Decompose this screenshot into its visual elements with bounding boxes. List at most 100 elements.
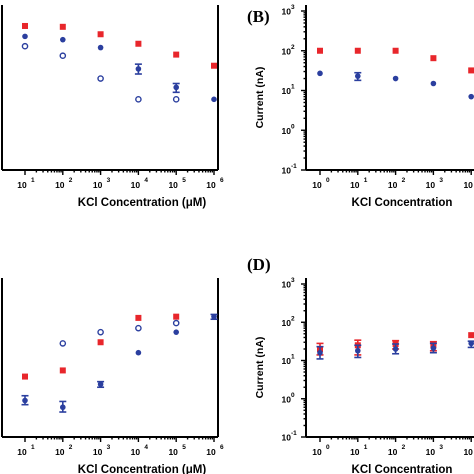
x-axis-label: KCl Concentration (μM) — [78, 197, 207, 209]
x-tick-label: 10 — [93, 447, 103, 457]
x-tick-label: 10 — [463, 180, 473, 190]
y-tick-exponent: -1 — [291, 430, 297, 437]
data-point-open-circle — [135, 96, 142, 103]
data-point-filled-circle — [97, 381, 104, 388]
x-tick-label: 10 — [388, 447, 398, 457]
y-tick-exponent: 0 — [291, 123, 295, 130]
data-point-open-circle — [97, 75, 104, 82]
x-tick-label: 10 — [388, 180, 398, 190]
data-point-square — [59, 367, 66, 374]
x-tick-exponent: 1 — [31, 444, 35, 451]
y-axis-label: Current (nA) — [254, 337, 266, 399]
y-tick-label: 10 — [282, 46, 292, 56]
data-point-filled-circle — [135, 349, 142, 356]
y-tick-label: 10 — [282, 166, 292, 176]
x-tick-exponent: 0 — [326, 444, 330, 451]
x-tick-exponent: 4 — [144, 444, 148, 451]
data-point-filled-circle — [211, 96, 217, 103]
data-point-filled-circle — [392, 346, 399, 352]
x-axis-label: KCl Concentration (μM) — [78, 464, 207, 474]
y-tick-exponent: 2 — [291, 315, 295, 322]
x-tick-exponent: 6 — [220, 444, 224, 451]
x-tick-exponent: 3 — [439, 444, 443, 451]
data-point-square — [430, 55, 437, 62]
data-point-filled-circle — [430, 345, 437, 351]
x-tick-label: 10 — [350, 447, 360, 457]
data-point-square — [97, 31, 104, 38]
x-tick-exponent: 2 — [69, 177, 73, 184]
x-tick-label: 10 — [426, 447, 436, 457]
data-point-square — [468, 67, 474, 74]
data-point-square — [468, 332, 474, 339]
x-tick-label: 10 — [93, 180, 103, 190]
y-tick-exponent: -1 — [291, 163, 297, 170]
y-tick-label: 10 — [282, 394, 292, 404]
x-tick-exponent: 2 — [69, 444, 73, 451]
data-point-open-circle — [172, 319, 180, 327]
data-point-filled-circle — [173, 84, 179, 91]
x-tick-exponent: 1 — [31, 177, 35, 184]
data-point-open-circle — [21, 42, 29, 50]
x-tick-label: 10 — [312, 447, 322, 457]
x-tick-exponent: 1 — [364, 444, 368, 451]
x-tick-exponent: 5 — [182, 444, 186, 451]
data-point-filled-circle — [60, 36, 66, 43]
y-tick-exponent: 1 — [291, 354, 295, 361]
x-tick-exponent: 3 — [439, 177, 443, 184]
data-point-open-circle — [135, 324, 142, 332]
y-tick-exponent: 2 — [291, 44, 295, 51]
data-point-filled-circle — [60, 404, 66, 411]
x-tick-label: 10 — [55, 447, 65, 457]
data-point-open-circle — [97, 328, 104, 336]
data-point-filled-circle — [135, 66, 142, 72]
x-tick-exponent: 1 — [364, 177, 368, 184]
x-tick-label: 10 — [312, 180, 322, 190]
data-point-filled-circle — [392, 75, 399, 82]
x-tick-exponent: 2 — [402, 444, 406, 451]
data-point-square — [22, 373, 28, 380]
data-point-filled-circle — [317, 349, 323, 356]
data-point-square — [173, 51, 180, 58]
data-point-square — [22, 22, 28, 29]
data-point-square — [392, 47, 399, 54]
x-tick-label: 10 — [168, 180, 178, 190]
x-tick-exponent: 2 — [402, 177, 406, 184]
x-axis-label: KCl Concentration — [352, 197, 453, 209]
panel-letter: (D) — [247, 255, 271, 274]
y-tick-label: 10 — [282, 7, 292, 17]
data-point-square — [59, 23, 66, 30]
data-point-square — [97, 339, 104, 346]
x-tick-label: 10 — [426, 180, 436, 190]
x-tick-label: 10 — [131, 447, 141, 457]
y-tick-label: 10 — [282, 280, 292, 290]
y-tick-label: 10 — [282, 318, 292, 328]
data-point-filled-circle — [317, 70, 323, 77]
data-point-square — [173, 313, 180, 320]
data-point-square — [354, 47, 361, 54]
x-tick-exponent: 4 — [144, 177, 148, 184]
x-tick-label: 10 — [17, 447, 27, 457]
data-point-filled-circle — [211, 313, 217, 320]
data-point-open-circle — [59, 340, 67, 347]
y-tick-label: 10 — [282, 86, 292, 96]
data-point-filled-circle — [468, 93, 474, 100]
data-point-square — [317, 47, 323, 54]
x-tick-exponent: 3 — [107, 444, 111, 451]
data-point-open-circle — [172, 96, 180, 103]
y-tick-label: 10 — [282, 126, 292, 136]
x-tick-label: 10 — [17, 180, 27, 190]
x-tick-label: 10 — [463, 447, 473, 457]
x-tick-label: 10 — [131, 180, 141, 190]
y-tick-exponent: 3 — [291, 4, 295, 11]
data-point-open-circle — [59, 52, 67, 60]
data-point-square — [135, 40, 142, 47]
data-point-filled-circle — [22, 397, 28, 404]
x-axis-label: KCl Concentration — [352, 464, 453, 474]
x-tick-label: 10 — [55, 180, 65, 190]
y-axis-label: Current (nA) — [254, 67, 266, 129]
y-tick-exponent: 1 — [291, 84, 295, 91]
